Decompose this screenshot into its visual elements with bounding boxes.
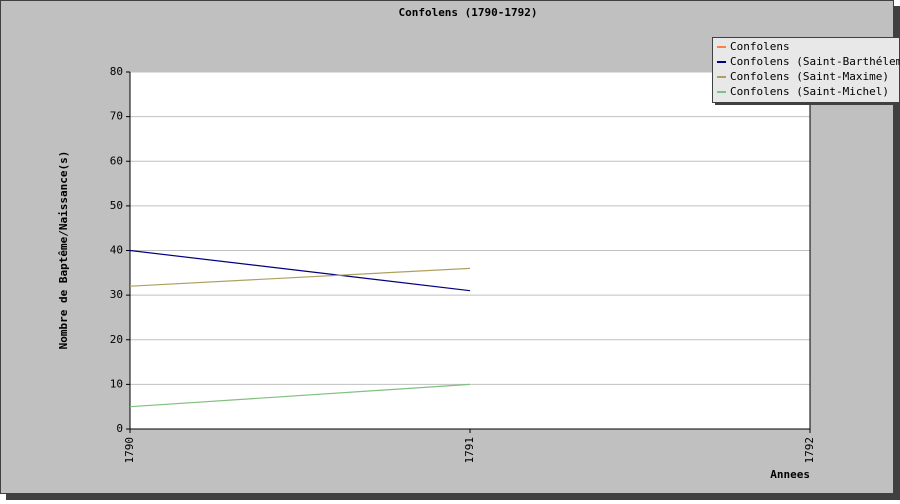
x-tick-label: 1791 [463,437,476,464]
y-tick-label: 30 [110,288,123,301]
y-axis-label: Nombre de Baptême/Naissance(s) [57,151,70,350]
series-line [129,249,471,292]
legend-label: Confolens (Saint-Michel) [730,85,889,98]
y-tick-label: 60 [110,154,123,167]
y-tick-label: 10 [110,377,123,390]
series-line [129,383,471,408]
legend [712,37,900,103]
y-tick-label: 80 [110,65,123,78]
y-tick-label: 0 [116,422,123,435]
x-axis-label: Annees [770,468,810,481]
series-line [129,267,471,287]
y-tick-label: 50 [110,199,123,212]
x-tick-label: 1790 [123,437,136,464]
chart-title: Confolens (1790-1792) [398,6,537,19]
y-tick-label: 20 [110,333,123,346]
legend-label: Confolens [730,40,790,53]
legend-label: Confolens (Saint-Maxime) [730,70,889,83]
legend-label: Confolens (Saint-Barthélemy) [730,55,900,68]
x-tick-label: 1792 [803,437,816,464]
y-tick-label: 40 [110,244,123,257]
y-tick-label: 70 [110,110,123,123]
